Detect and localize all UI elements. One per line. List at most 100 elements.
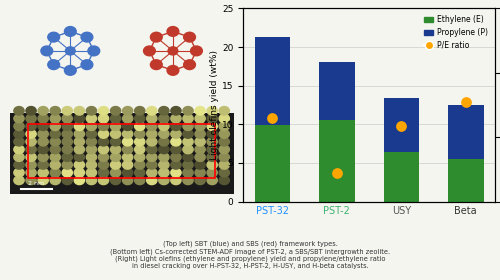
Bar	[448, 105, 484, 159]
Circle shape	[184, 60, 196, 69]
Circle shape	[171, 145, 181, 154]
Circle shape	[26, 114, 36, 123]
Circle shape	[81, 32, 93, 42]
Circle shape	[62, 153, 72, 161]
Circle shape	[38, 176, 48, 185]
Circle shape	[122, 114, 133, 123]
Bar	[254, 125, 290, 202]
Circle shape	[48, 32, 60, 42]
Circle shape	[50, 122, 60, 130]
Circle shape	[74, 137, 85, 146]
Circle shape	[26, 145, 36, 154]
Circle shape	[219, 176, 230, 185]
Circle shape	[195, 107, 205, 115]
Circle shape	[110, 130, 120, 138]
Circle shape	[134, 176, 145, 185]
Circle shape	[38, 161, 48, 169]
Bar	[448, 159, 484, 202]
Circle shape	[144, 46, 156, 56]
Circle shape	[86, 153, 97, 161]
Circle shape	[50, 114, 60, 123]
Circle shape	[219, 130, 230, 138]
Circle shape	[74, 176, 85, 185]
Circle shape	[122, 145, 133, 154]
Circle shape	[110, 176, 120, 185]
Circle shape	[207, 137, 218, 146]
Circle shape	[38, 114, 48, 123]
Circle shape	[195, 114, 205, 123]
Circle shape	[62, 161, 72, 169]
Circle shape	[86, 107, 97, 115]
Circle shape	[207, 107, 218, 115]
Circle shape	[195, 153, 205, 161]
Circle shape	[110, 145, 120, 154]
Circle shape	[38, 168, 48, 177]
Circle shape	[14, 176, 24, 185]
Circle shape	[158, 145, 169, 154]
Circle shape	[98, 153, 108, 161]
Circle shape	[183, 137, 193, 146]
Circle shape	[158, 107, 169, 115]
Circle shape	[14, 137, 24, 146]
Circle shape	[195, 161, 205, 169]
Circle shape	[171, 107, 181, 115]
Circle shape	[50, 137, 60, 146]
Circle shape	[146, 107, 157, 115]
Circle shape	[207, 168, 218, 177]
Circle shape	[110, 114, 120, 123]
Circle shape	[122, 176, 133, 185]
Circle shape	[110, 137, 120, 146]
Circle shape	[26, 122, 36, 130]
Circle shape	[110, 153, 120, 161]
Bar	[319, 62, 354, 120]
Text: (Top left) SBT (blue) and SBS (red) framework types.
(Bottom left) Cs-corrected : (Top left) SBT (blue) and SBS (red) fram…	[110, 241, 390, 269]
Circle shape	[86, 122, 97, 130]
Circle shape	[134, 153, 145, 161]
Circle shape	[134, 130, 145, 138]
Circle shape	[50, 145, 60, 154]
Circle shape	[207, 145, 218, 154]
Circle shape	[219, 153, 230, 161]
Circle shape	[122, 153, 133, 161]
Circle shape	[86, 176, 97, 185]
Circle shape	[14, 122, 24, 130]
Circle shape	[14, 153, 24, 161]
Circle shape	[184, 32, 196, 42]
Circle shape	[171, 122, 181, 130]
Circle shape	[62, 137, 72, 146]
Circle shape	[48, 60, 60, 69]
Circle shape	[122, 122, 133, 130]
Circle shape	[183, 114, 193, 123]
Circle shape	[110, 107, 120, 115]
Circle shape	[134, 161, 145, 169]
Circle shape	[26, 176, 36, 185]
Circle shape	[62, 168, 72, 177]
Circle shape	[158, 130, 169, 138]
Circle shape	[81, 60, 93, 69]
Circle shape	[122, 130, 133, 138]
Circle shape	[207, 114, 218, 123]
Circle shape	[26, 168, 36, 177]
Circle shape	[26, 153, 36, 161]
Circle shape	[134, 145, 145, 154]
Circle shape	[146, 137, 157, 146]
Circle shape	[38, 122, 48, 130]
Circle shape	[86, 168, 97, 177]
Circle shape	[26, 161, 36, 169]
Circle shape	[207, 176, 218, 185]
Circle shape	[98, 114, 108, 123]
Circle shape	[110, 161, 120, 169]
Circle shape	[122, 137, 133, 146]
Point	[398, 123, 406, 128]
Bar	[254, 37, 290, 125]
Circle shape	[183, 107, 193, 115]
Circle shape	[62, 176, 72, 185]
Circle shape	[26, 130, 36, 138]
Circle shape	[207, 153, 218, 161]
Circle shape	[74, 114, 85, 123]
Circle shape	[219, 161, 230, 169]
Circle shape	[50, 107, 60, 115]
Circle shape	[134, 107, 145, 115]
Circle shape	[158, 122, 169, 130]
Circle shape	[158, 114, 169, 123]
